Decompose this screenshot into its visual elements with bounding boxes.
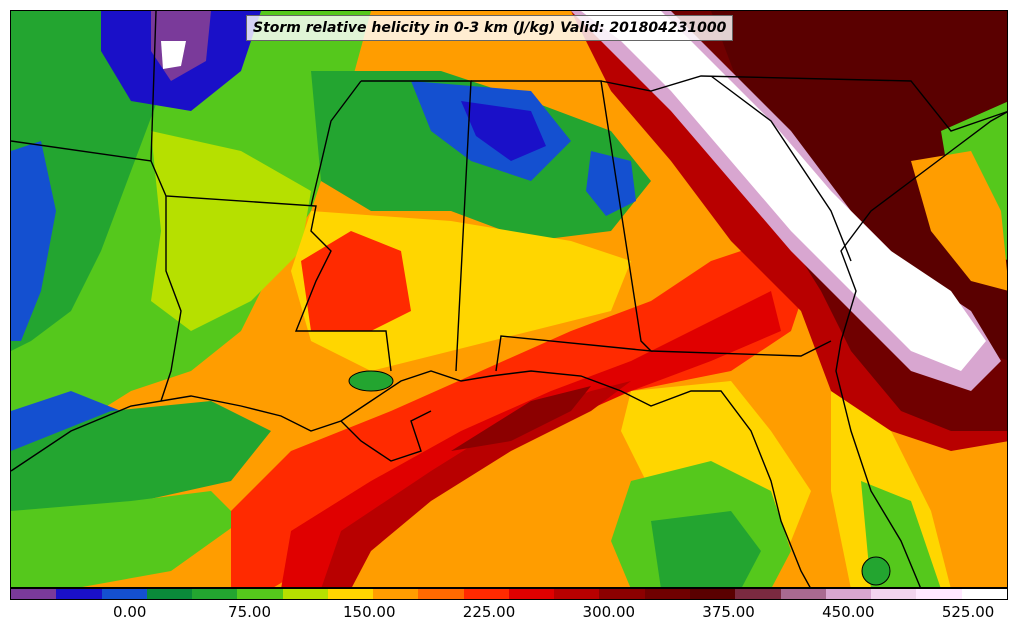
lake-pontchartrain (348, 370, 394, 392)
colorbar-segment (101, 589, 147, 599)
colorbar (10, 588, 1008, 600)
helicity-field-svg (11, 11, 1007, 587)
florida-east-coast (835, 340, 921, 587)
colorbar-segment (56, 589, 102, 599)
field-gulf-lightgreen (11, 491, 241, 587)
colorbar-segment (554, 589, 600, 599)
field-ne-white (581, 11, 986, 371)
field-band-maroon (451, 386, 591, 451)
field-east-orange (911, 151, 1007, 291)
colorbar-segment (780, 589, 826, 599)
colorbar-ticks: 0.00 75.00 150.00 225.00 300.00 375.00 450.00 5… (10, 600, 1008, 630)
colorbar-segment (373, 589, 419, 599)
ga-fl-border (650, 340, 832, 357)
helicity-map (10, 10, 1008, 588)
colorbar-tick-label: 150.00 (343, 603, 396, 621)
colorbar-segment (825, 589, 872, 599)
ms-tn-border (310, 80, 362, 207)
field-fl-darkgreen (651, 511, 761, 587)
boundaries (11, 11, 1007, 587)
colorbar-tick-label: 75.00 (228, 603, 271, 621)
colorbar-segment (463, 589, 509, 599)
colorbar-segment (282, 589, 328, 599)
colorbar-segment (237, 589, 283, 599)
field-north-white (161, 41, 186, 69)
sc-nc-border (710, 75, 852, 262)
atlantic-coast (840, 111, 1007, 342)
colorbar-tick-label: 525.00 (941, 603, 995, 621)
al-border (471, 80, 653, 372)
colorbar-segment (508, 589, 555, 599)
field-ne-deepmaroon (711, 11, 1007, 361)
colorbar-segment (689, 589, 736, 599)
colorbar-tick-label: 375.00 (702, 603, 755, 621)
colorbar-segment (146, 589, 193, 599)
colorbar-segment (192, 589, 238, 599)
ga-sc-border (600, 75, 1007, 132)
map-title: Storm relative helicity in 0-3 km (J/kg)… (246, 15, 734, 41)
colorbar-segment (418, 589, 464, 599)
lake-okeechobee (861, 556, 891, 586)
gulf-coast (11, 370, 811, 587)
la-delta (340, 410, 432, 462)
field-texas-blue (11, 141, 56, 341)
colorbar-tick-label: 300.00 (582, 603, 636, 621)
colorbar-tick-label: 450.00 (822, 603, 875, 621)
field-miss-deepblue (461, 101, 546, 161)
field-band-darkred (321, 381, 631, 587)
field-ga-blue (586, 151, 636, 216)
colorbar-segment (644, 589, 690, 599)
colorbar-tick-label: 225.00 (462, 603, 516, 621)
colorbar-tick-label: 0.00 (113, 603, 147, 621)
colorbar-segment (735, 589, 781, 599)
colorbar-segment (327, 589, 374, 599)
ark-border (150, 160, 392, 372)
colorbar-segment (916, 589, 962, 599)
colorbar-segment (11, 589, 57, 599)
colorbar-segment (961, 589, 1007, 599)
colorbar-segment (871, 589, 917, 599)
field-west-yellowgreen (151, 131, 311, 331)
la-west-border (160, 196, 182, 402)
colorbar-segment (599, 589, 645, 599)
